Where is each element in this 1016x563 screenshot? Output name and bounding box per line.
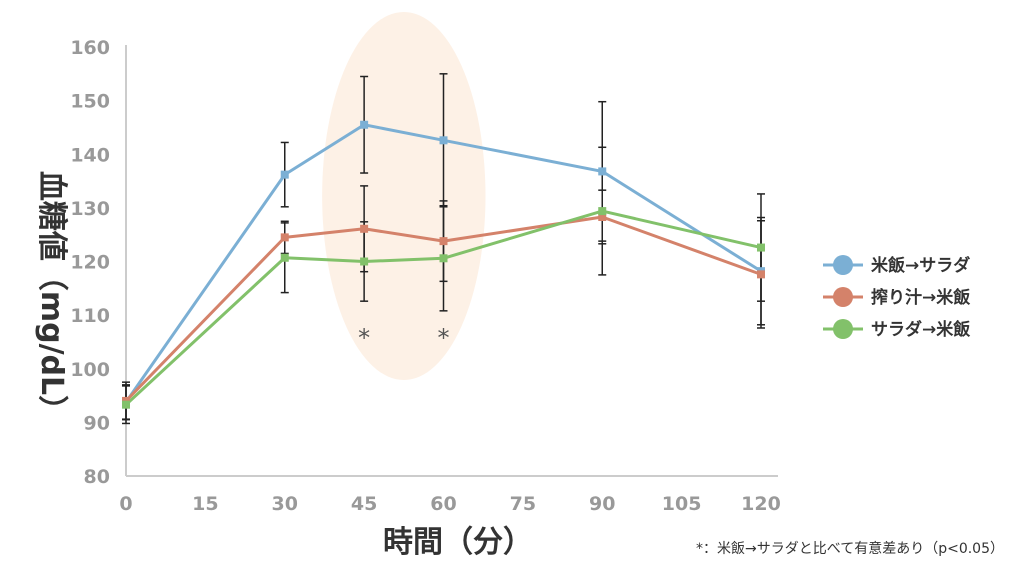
- significance-marker: *: [358, 324, 370, 352]
- legend-label: 米飯→サラダ: [871, 255, 970, 276]
- x-tick-label: 105: [662, 493, 702, 515]
- data-point: [757, 243, 765, 252]
- y-tick-label: 140: [70, 144, 110, 166]
- data-point: [598, 207, 607, 216]
- data-point: [280, 233, 289, 242]
- x-tick-label: 45: [351, 493, 377, 515]
- significance-marker: *: [438, 324, 450, 352]
- data-point: [360, 224, 369, 233]
- x-tick-label: 15: [192, 493, 218, 515]
- x-tick-label: 120: [741, 493, 781, 515]
- data-point: [439, 136, 448, 145]
- x-axis-label: 時間（分）: [383, 525, 533, 560]
- x-tick-label: 30: [272, 493, 298, 515]
- y-tick-label: 160: [70, 37, 110, 59]
- data-point: [598, 212, 607, 221]
- footnote: *：米飯→サラダと比べて有意差あり（p<0.05）: [696, 540, 1004, 557]
- data-point: [360, 257, 369, 266]
- y-tick-label: 110: [70, 305, 110, 327]
- data-point: [598, 167, 607, 176]
- data-point: [757, 270, 765, 279]
- legend-marker: [833, 319, 853, 339]
- data-point: [439, 237, 448, 246]
- data-point: [280, 170, 289, 179]
- legend-label: サラダ→米飯: [871, 319, 970, 340]
- legend-label: 搾り汁→米飯: [871, 287, 970, 308]
- legend-marker: [833, 255, 853, 275]
- x-tick-label: 0: [119, 493, 132, 515]
- y-tick-label: 120: [70, 252, 110, 274]
- data-point: [122, 400, 130, 409]
- x-tick-label: 90: [589, 493, 615, 515]
- x-tick-label: 75: [510, 493, 536, 515]
- data-point: [280, 253, 289, 262]
- data-point: [360, 120, 369, 129]
- series-line-1: [124, 123, 763, 404]
- legend-marker: [833, 287, 853, 307]
- y-tick-label: 130: [70, 198, 110, 220]
- data-point: [439, 254, 448, 263]
- series-line-3: [124, 209, 763, 407]
- highlight-ellipse: [322, 12, 486, 380]
- y-tick-label: 100: [70, 359, 110, 381]
- y-tick-label: 90: [84, 412, 110, 434]
- y-axis-label: 血糖値（mg/dL）: [34, 171, 69, 425]
- y-tick-label: 80: [84, 466, 110, 488]
- x-tick-label: 60: [430, 493, 456, 515]
- y-tick-label: 150: [70, 91, 110, 113]
- series-line-2: [124, 215, 763, 403]
